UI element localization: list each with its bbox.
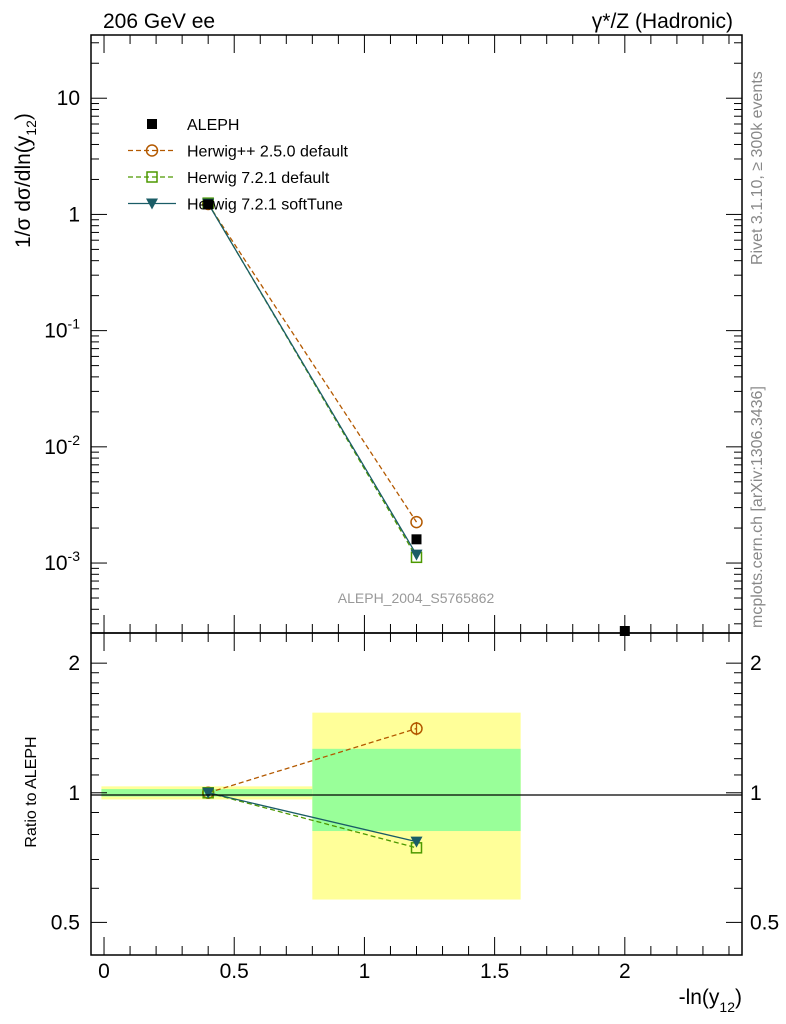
main-herwig-7-2-1-softtune-point — [410, 549, 423, 561]
ratio-panel-frame — [90, 632, 743, 956]
ratio-herwig-7-2-1-softtune-line — [208, 792, 417, 843]
ratio-ytick-label-right: 0.5 — [750, 911, 779, 934]
header-energy-label: 206 GeV ee — [103, 10, 215, 33]
legend-marker-herwig-7-2-1-softtune — [146, 198, 158, 210]
mcplots-label: mcplots.cern.ch [arXiv:1306.3436] — [749, 386, 766, 628]
rivet-version-label: Rivet 3.1.10, ≥ 300k events — [749, 71, 766, 265]
main-aleph-point — [203, 199, 214, 210]
main-ylabel: 1/σ dσ/dln(y12) — [12, 113, 39, 248]
xtick-label: 1.5 — [480, 960, 509, 983]
ratio-ylabel: Ratio to ALEPH — [23, 736, 40, 847]
svg-text:-ln(y12): -ln(y12) — [679, 986, 742, 1015]
svg-text:1/σ dσ/dln(y12): 1/σ dσ/dln(y12) — [12, 113, 39, 248]
ratio-herwig-7-2-1-softtune-point — [202, 787, 215, 799]
ratio-axis-ticks: 2 2 1 1 0.5 0.5 0 0.5 1 1.5 2 — [51, 633, 779, 983]
x-axis-label: -ln(y12) — [679, 986, 742, 1015]
ratio-ytick-label-left: 0.5 — [51, 911, 80, 934]
main-ytick-label: 10-2 — [44, 432, 80, 459]
ratio-herwig-2-5-0-default-line — [207, 727, 417, 794]
main-herwig-7-2-1-softtune-line — [207, 203, 418, 556]
legend-label-herwig-2-5-0-default: Herwig++ 2.5.0 default — [187, 144, 349, 161]
ratio-ytick-label-left: 2 — [68, 652, 80, 675]
ratio-herwig-7-2-1-softtune-point — [410, 836, 423, 848]
ratio-ytick-label-right: 1 — [750, 782, 762, 805]
ratio-ytick-label-left: 1 — [68, 782, 80, 805]
ratio-band-3 — [312, 748, 521, 832]
header-process-label: γ*/Z (Hadronic) — [592, 10, 733, 33]
legend-marker-herwig-7-2-1-default — [146, 171, 158, 183]
xtick-label: 0.5 — [220, 960, 249, 983]
xtick-label: 2 — [619, 960, 631, 983]
main-ytick-label: 1 — [68, 203, 80, 226]
main-herwig-2-5-0-default-line — [207, 203, 418, 523]
main-ytick-label: 10 — [57, 87, 80, 110]
main-aleph-point — [411, 534, 422, 545]
ratio-herwig-7-2-1-default-line — [208, 792, 417, 849]
legend-label-aleph: ALEPH — [187, 117, 239, 134]
legend-label-herwig-7-2-1-softtune: Herwig 7.2.1 softTune — [187, 197, 343, 214]
legend-marker-aleph — [147, 119, 157, 129]
main-herwig-2-5-0-default-point — [410, 515, 423, 529]
ratio-ytick-label-right: 2 — [750, 652, 762, 675]
analysis-id-label: ALEPH_2004_S5765862 — [338, 590, 495, 606]
ratio-herwig-2-5-0-default-point — [410, 722, 423, 735]
main-series-layer — [201, 197, 630, 636]
main-ytick-label: 10-1 — [44, 316, 80, 343]
ratio-uncertainty-bands — [101, 712, 521, 900]
xtick-label: 0 — [98, 960, 110, 983]
main-ytick-label: 10-3 — [44, 548, 80, 575]
xtick-label: 1 — [359, 960, 371, 983]
legend: ALEPH Herwig++ 2.5.0 default Herwig 7.2.1 … — [128, 117, 349, 214]
legend-label-herwig-7-2-1-default: Herwig 7.2.1 default — [187, 170, 330, 187]
main-aleph-point — [619, 626, 630, 636]
legend-marker-herwig-2-5-0-default — [145, 144, 159, 157]
ratio-series-layer — [201, 722, 423, 854]
main-axis-ticks: 10-3 10-2 10-1 1 10 — [44, 35, 742, 633]
